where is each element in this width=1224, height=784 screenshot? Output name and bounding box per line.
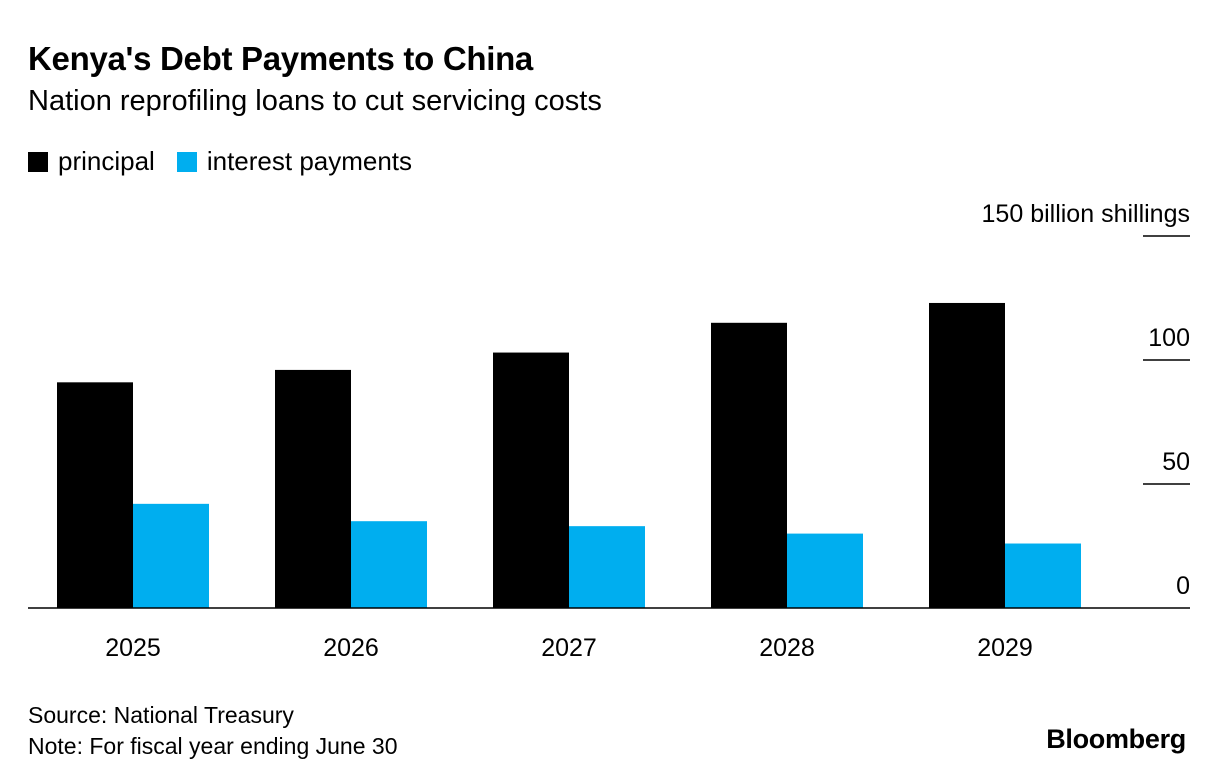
bar-principal-2029 (929, 302, 1005, 608)
bar-interest-payments-2028 (787, 533, 863, 608)
chart-title: Kenya's Debt Payments to China (28, 40, 533, 77)
x-tick-label-2029: 2029 (977, 634, 1033, 662)
legend-swatch-principal (28, 151, 48, 172)
bar-interest-payments-2025 (133, 503, 209, 608)
legend: principal interest payments (28, 146, 434, 177)
bar-interest-payments-2026 (351, 521, 427, 608)
y-tick-label-150: 150 billion shillings (982, 200, 1190, 228)
source-note: Source: National Treasury (28, 702, 294, 728)
bar-principal-2028 (711, 322, 787, 608)
bar-interest-payments-2027 (569, 526, 645, 608)
x-tick-label-2027: 2027 (541, 634, 597, 662)
legend-item-principal: principal (28, 146, 155, 177)
bar-principal-2027 (493, 352, 569, 608)
y-tick-label-100: 100 (1148, 324, 1190, 352)
bar-principal-2026 (275, 369, 351, 608)
legend-label-principal: principal (58, 146, 155, 176)
chart-subtitle: Nation reprofiling loans to cut servicin… (28, 85, 602, 117)
legend-item-interest: interest payments (176, 146, 413, 177)
bloomberg-logo: Bloomberg (1046, 724, 1186, 754)
y-tick-label-50: 50 (1162, 448, 1190, 476)
y-tick-label-0: 0 (1176, 572, 1190, 600)
fiscal-note: Note: For fiscal year ending June 30 (28, 733, 398, 759)
bar-principal-2025 (57, 382, 133, 608)
bar-interest-payments-2029 (1005, 543, 1081, 608)
legend-swatch-interest (176, 151, 197, 172)
x-tick-label-2026: 2026 (323, 634, 379, 662)
x-tick-label-2025: 2025 (105, 634, 161, 662)
legend-label-interest: interest payments (206, 146, 413, 176)
x-tick-label-2028: 2028 (759, 634, 815, 662)
